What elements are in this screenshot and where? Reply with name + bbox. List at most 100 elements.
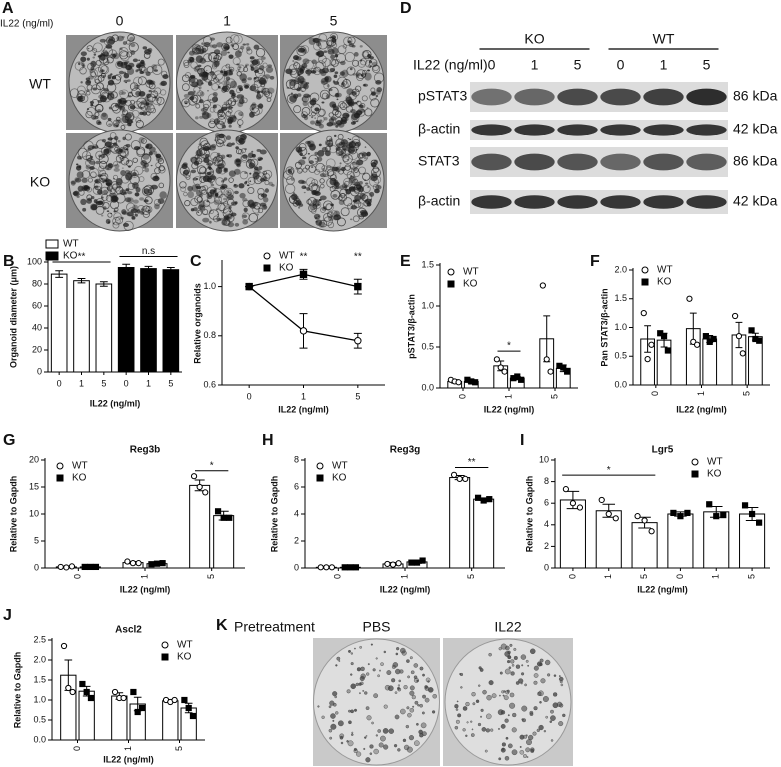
x-axis-label: IL22 (ng/ml)	[120, 584, 171, 594]
organoid	[226, 135, 232, 141]
organoid	[347, 203, 354, 210]
organoid	[190, 61, 198, 69]
x-axis-label: IL22 (ng/ml)	[380, 584, 431, 594]
organoid	[94, 103, 104, 113]
data-point	[202, 489, 209, 496]
organoid	[513, 655, 518, 660]
organoid	[213, 215, 220, 223]
organoid	[326, 169, 334, 177]
organoid	[183, 59, 190, 67]
organoid	[207, 195, 216, 204]
organoid	[533, 665, 539, 671]
organoid	[242, 199, 250, 208]
organoid	[498, 757, 502, 761]
organoid	[236, 94, 245, 99]
legend-label: WT	[279, 251, 295, 262]
organoid	[144, 167, 150, 173]
organoid	[230, 80, 238, 89]
organoid	[144, 48, 152, 55]
organoid	[409, 708, 415, 713]
x-tick-label: 1	[696, 391, 706, 396]
organoid	[357, 59, 366, 68]
organoid	[184, 102, 188, 105]
organoid	[249, 56, 255, 60]
organoid	[305, 69, 312, 75]
organoid	[234, 50, 242, 58]
organoid	[327, 46, 333, 52]
band	[686, 153, 727, 171]
panel-letter: A	[2, 0, 14, 17]
organoid	[537, 691, 542, 696]
data-point	[159, 560, 166, 567]
organoid	[424, 697, 430, 703]
organoid	[118, 100, 126, 108]
organoid	[355, 120, 359, 123]
organoid	[359, 153, 365, 159]
organoid	[76, 164, 82, 169]
organoid	[253, 166, 259, 171]
organoid	[102, 51, 109, 57]
organoid	[208, 52, 219, 63]
organoid	[380, 735, 386, 742]
x-tick-label: 1	[603, 574, 613, 579]
organoid	[259, 202, 267, 207]
organoid	[358, 682, 362, 686]
column-label: PBS	[362, 619, 390, 635]
organoid	[369, 66, 371, 68]
organoid	[539, 658, 544, 663]
organoid	[533, 706, 538, 711]
organoid	[532, 731, 537, 736]
organoid	[530, 747, 535, 752]
organoid	[195, 189, 203, 196]
legend-label: WT	[657, 265, 673, 276]
organoid	[249, 103, 259, 114]
organoid	[521, 705, 528, 712]
organoid	[105, 218, 111, 225]
organoid	[253, 69, 259, 74]
legend-marker	[263, 264, 271, 272]
blot-size: 86 kDa	[733, 88, 778, 104]
x-tick-label: 0	[567, 574, 577, 579]
organoid	[257, 158, 261, 162]
organoid	[223, 177, 228, 181]
organoid	[121, 209, 127, 215]
organoid	[194, 195, 203, 204]
organoid	[102, 58, 110, 66]
organoid	[342, 79, 351, 88]
organoid	[409, 690, 415, 696]
organoid	[377, 674, 380, 678]
organoid	[559, 680, 563, 684]
organoid	[209, 181, 214, 185]
organoid	[346, 171, 355, 180]
row-label: WT	[29, 76, 51, 92]
organoid	[337, 122, 345, 128]
organoid	[454, 704, 459, 709]
organoid	[181, 98, 191, 108]
organoid	[142, 46, 148, 50]
organoid	[199, 175, 207, 183]
organoid	[227, 190, 230, 194]
organoid	[138, 59, 141, 62]
organoid	[370, 91, 376, 96]
organoid	[92, 115, 99, 120]
bar	[702, 338, 718, 386]
organoid	[158, 166, 166, 174]
organoid	[320, 207, 326, 213]
organoid	[80, 81, 83, 84]
organoid	[127, 122, 132, 127]
organoid	[245, 63, 249, 66]
organoid	[129, 82, 139, 91]
organoid	[89, 160, 96, 165]
organoid	[462, 728, 466, 732]
organoid	[105, 182, 112, 186]
organoid	[227, 194, 234, 200]
organoid	[370, 87, 376, 93]
organoid	[183, 100, 189, 105]
organoid	[323, 212, 332, 222]
chart-title: Reg3b	[130, 445, 161, 456]
organoid	[86, 106, 96, 117]
organoid	[353, 747, 357, 751]
data-point	[328, 564, 336, 571]
organoid	[328, 88, 333, 92]
